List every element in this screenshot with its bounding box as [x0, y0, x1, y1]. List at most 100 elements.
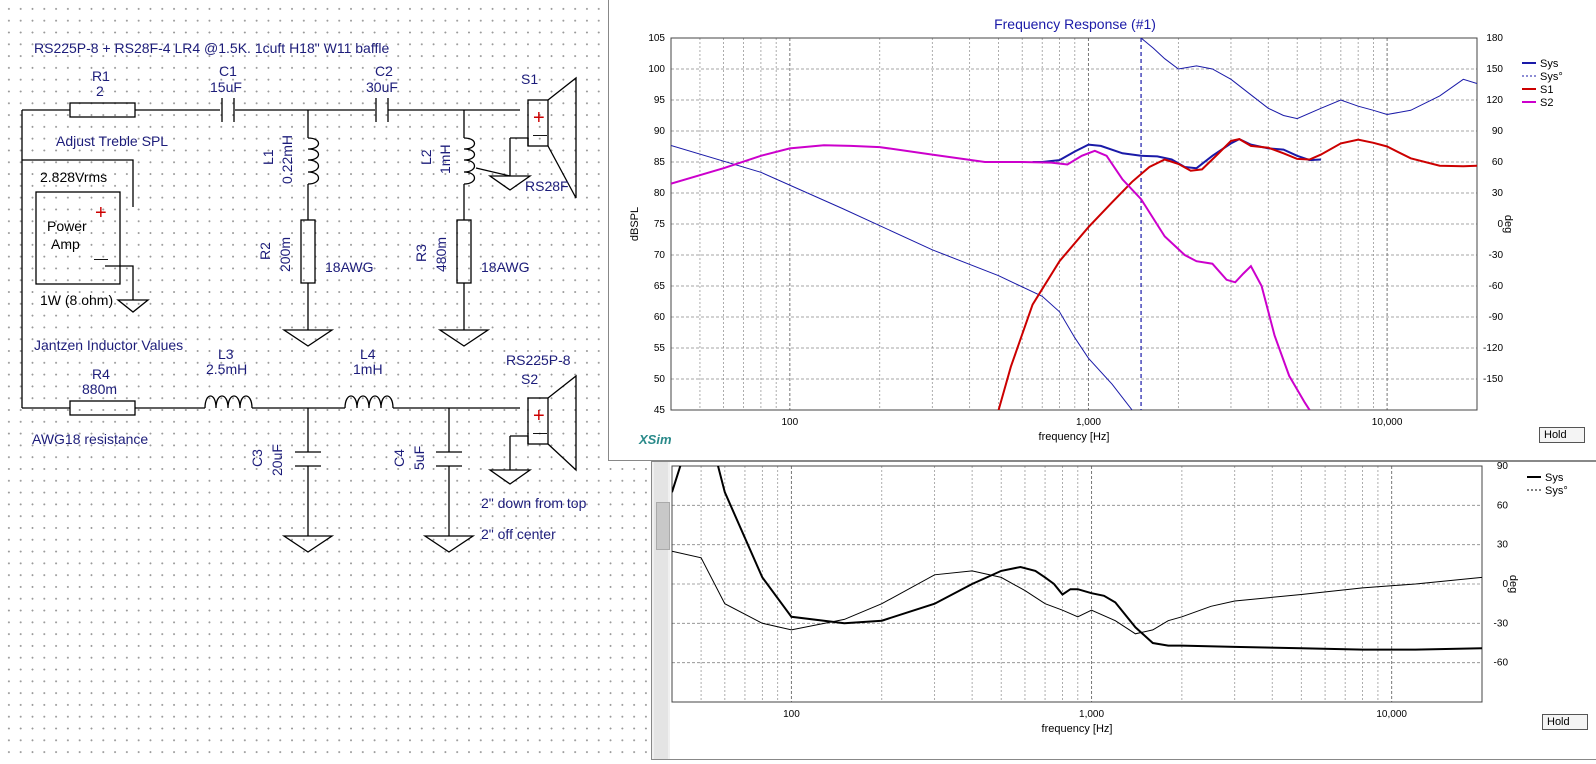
l4-value: 1mH [353, 361, 383, 377]
y2-tick-label: 0 [1502, 579, 1508, 590]
y2-axis-label: deg [1507, 575, 1519, 593]
legend-label: Sys [1545, 472, 1564, 484]
ground-symbol [281, 535, 335, 553]
y2-tick-label: -30 [1489, 250, 1504, 261]
x-tick-label: 100 [783, 709, 800, 720]
y2-tick-label: 0 [1497, 219, 1503, 230]
r3-note: 18AWG [481, 259, 530, 275]
plot-frame [670, 37, 1478, 411]
inductor-l2[interactable] [463, 137, 476, 185]
schematic-drawing: RS225P-8 + RS28F-4 LR4 @1.5K. 1cuft H18"… [21, 40, 587, 553]
y-tick-label: 55 [654, 343, 666, 354]
c2-value: 30uF [366, 79, 398, 95]
speaker-s1[interactable] [475, 76, 577, 199]
inductor-l1[interactable] [307, 137, 320, 185]
capacitor-c2[interactable] [375, 98, 389, 122]
frequency-response-chart: Frequency Response (#1) 100 1,000 10,000 fr… [629, 16, 1563, 447]
frequency-response-window[interactable]: Frequency Response (#1) 100 1,000 10,000 fr… [608, 0, 1596, 461]
s1-name: S1 [521, 71, 538, 87]
speaker-minus-sign: — [533, 126, 547, 142]
x-tick-label: 1,000 [1079, 709, 1104, 720]
scrollbar-thumb[interactable] [656, 502, 670, 550]
plot-frame [671, 465, 1483, 703]
inductor-l3[interactable] [204, 395, 253, 409]
power-note: 1W (8 ohm) [40, 292, 113, 308]
r4-name: R4 [92, 366, 110, 382]
speaker-s2[interactable] [487, 374, 577, 485]
series-line-Sys [671, 145, 1133, 410]
capacitor-c3[interactable] [295, 451, 321, 467]
y-tick-label: 90 [654, 126, 666, 137]
series-line-Sys [1140, 38, 1477, 120]
ground-symbol [422, 535, 476, 553]
chart-title: Frequency Response (#1) [994, 16, 1156, 32]
vertical-scrollbar[interactable] [654, 462, 670, 759]
r3-value: 480m [433, 237, 449, 272]
series-line-Sys [672, 466, 1482, 651]
y2-tick-label: 90 [1497, 462, 1509, 472]
y-tick-label: 60 [654, 312, 666, 323]
legend-label: Sys° [1540, 71, 1563, 83]
y-tick-label: 70 [654, 250, 666, 261]
legend-label: Sys [1540, 58, 1559, 70]
amp-minus-sign: — [94, 250, 108, 266]
s2-model: RS225P-8 [506, 352, 571, 368]
legend-label: Sys° [1545, 485, 1568, 497]
c4-name: C4 [391, 449, 407, 467]
x-tick-label: 1,000 [1076, 417, 1101, 428]
y2-tick-label: -150 [1483, 374, 1503, 385]
x-tick-label: 100 [781, 417, 798, 428]
resistor-r3[interactable] [456, 219, 472, 284]
l2-name: L2 [418, 149, 434, 165]
series-line-S1 [997, 138, 1477, 410]
x-tick-label: 10,000 [1376, 709, 1407, 720]
y-tick-label: 80 [654, 188, 666, 199]
y-tick-label: 45 [654, 405, 666, 416]
amp-wires [22, 159, 150, 313]
c4-value: 5uF [411, 446, 427, 470]
x-tick-label: 10,000 [1372, 417, 1403, 428]
legend-label: S2 [1540, 97, 1553, 109]
y-axis-label: dBSPL [629, 207, 641, 241]
l3-value: 2.5mH [206, 361, 247, 377]
inductor-l4[interactable] [344, 395, 394, 409]
y2-tick-label: 60 [1497, 500, 1509, 511]
r2-note: 18AWG [325, 259, 374, 275]
y2-tick-label: -30 [1494, 618, 1509, 629]
r1-value: 2 [96, 83, 104, 99]
y-tick-label: 65 [654, 281, 666, 292]
resistor-r2[interactable] [300, 219, 316, 284]
power-amp-box[interactable] [35, 191, 121, 285]
r4-value: 880m [82, 381, 117, 397]
x-axis-label: frequency [Hz] [1042, 723, 1113, 735]
ground-symbol [281, 329, 335, 347]
resistor-r1[interactable] [69, 102, 136, 118]
y2-tick-label: -90 [1489, 312, 1504, 323]
y-tick-label: 95 [654, 95, 666, 106]
y-tick-label: 85 [654, 157, 666, 168]
y2-tick-label: 30 [1492, 188, 1504, 199]
l3-name: L3 [218, 346, 234, 362]
series-line-Sys [672, 550, 1482, 635]
s1-model: RS28F [525, 178, 569, 194]
y2-tick-label: 120 [1486, 95, 1503, 106]
amp-label-line1: Power [47, 218, 87, 234]
y2-tick-label: 150 [1486, 64, 1503, 75]
resistor-r4[interactable] [69, 400, 136, 416]
c1-value: 15uF [210, 79, 242, 95]
capacitor-c4[interactable] [436, 451, 462, 467]
l4-name: L4 [360, 346, 376, 362]
y2-tick-label: 180 [1486, 33, 1503, 44]
y2-tick-label: -120 [1483, 343, 1503, 354]
phase-window[interactable]: 100 1,000 10,000 frequency [Hz] -60 -30 0 30 60 9… [651, 461, 1596, 760]
y2-tick-label: 60 [1492, 157, 1504, 168]
y2-tick-label: -60 [1489, 281, 1504, 292]
capacitor-c1[interactable] [221, 98, 235, 122]
phase-chart: 100 1,000 10,000 frequency [Hz] -60 -30 0 30 60 9… [671, 461, 1568, 735]
hold-button[interactable]: Hold [1542, 714, 1588, 730]
speaker-plus-sign: + [533, 405, 545, 427]
y-tick-label: 100 [648, 64, 665, 75]
awg-note: AWG18 resistance [32, 431, 148, 447]
y2-tick-label: 90 [1492, 126, 1504, 137]
hold-button[interactable]: Hold [1539, 427, 1585, 443]
